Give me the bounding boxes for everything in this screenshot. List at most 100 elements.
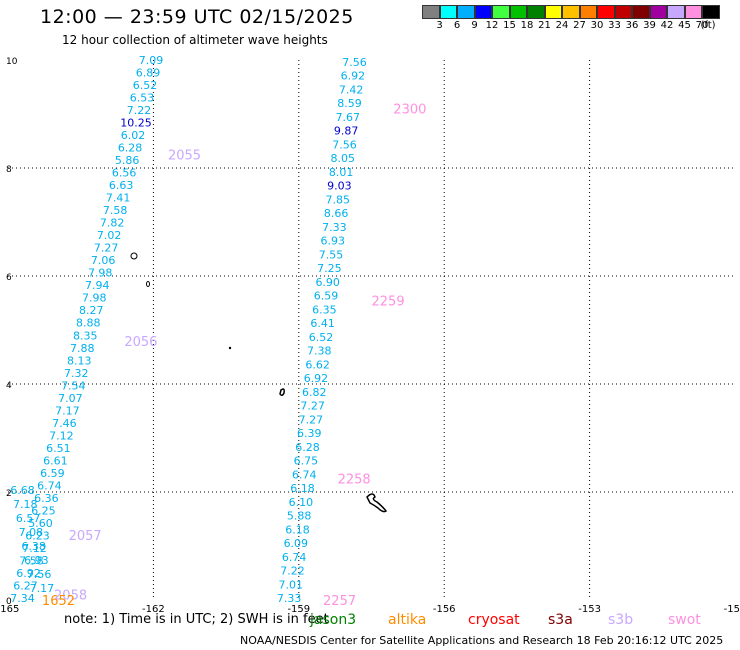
wave-height-label: 5.88 bbox=[287, 510, 312, 523]
wave-height-label: 6.36 bbox=[34, 492, 59, 505]
wave-height-label: 7.09 bbox=[139, 54, 164, 67]
x-tick-label: -156 bbox=[433, 604, 456, 615]
wave-height-label: 6.35 bbox=[312, 303, 337, 316]
wave-height-label: 7.58 bbox=[103, 204, 128, 217]
wave-height-label: 6.93 bbox=[320, 235, 345, 248]
wave-height-label: 6.59 bbox=[314, 290, 339, 303]
wave-height-label: 6.92 bbox=[304, 372, 329, 385]
wave-height-label: 7.98 bbox=[88, 267, 113, 280]
wave-height-label: 8.27 bbox=[79, 304, 104, 317]
wave-height-label: 6.92 bbox=[341, 70, 366, 83]
wave-height-label: 6.02 bbox=[121, 129, 146, 142]
page-title: 12:00 — 23:59 UTC 02/15/2025 bbox=[40, 6, 354, 28]
pass-time-label: 2257 bbox=[323, 594, 356, 609]
legend-swatch bbox=[422, 5, 440, 19]
island-outline bbox=[228, 346, 232, 350]
wave-height-label: 6.68 bbox=[10, 484, 35, 497]
wave-height-label: 6.23 bbox=[25, 529, 50, 542]
legend-swatch bbox=[614, 5, 632, 19]
wave-height-label: 6.27 bbox=[13, 579, 38, 592]
wave-height-label: 7.98 bbox=[82, 292, 107, 305]
wave-height-label: 6.93 bbox=[24, 554, 49, 567]
y-tick-label: 6 bbox=[6, 273, 12, 283]
wave-height-label: 7.17 bbox=[30, 582, 55, 595]
legend-label: 24 bbox=[555, 20, 569, 31]
wave-height-label: 7.17 bbox=[55, 404, 80, 417]
wave-height-label: 6.59 bbox=[40, 467, 65, 480]
wave-height-label: 8.01 bbox=[329, 166, 354, 179]
wave-height-label: 6.74 bbox=[282, 551, 307, 564]
pass-time-label: 1652 bbox=[42, 594, 75, 609]
wave-height-label: 6.92 bbox=[16, 567, 41, 580]
wave-height-label: 7.34 bbox=[10, 592, 35, 605]
wave-height-label: 9.03 bbox=[327, 180, 352, 193]
legend-label: 9 bbox=[471, 20, 478, 31]
wave-height-label: 6.56 bbox=[112, 167, 137, 180]
wave-height-label: 6.57 bbox=[16, 512, 41, 525]
legend-swatch bbox=[597, 5, 615, 19]
wave-height-label: 6.09 bbox=[284, 537, 309, 550]
wave-height-label: 6.25 bbox=[31, 504, 56, 517]
wave-height-label: 7.46 bbox=[52, 417, 77, 430]
wave-height-label: 7.67 bbox=[336, 111, 361, 124]
legend-swatch bbox=[632, 5, 650, 19]
wave-height-label: 6.82 bbox=[302, 386, 327, 399]
pass-time-label: 2056 bbox=[124, 335, 157, 350]
wave-height-label: 7.27 bbox=[300, 400, 325, 413]
legend-swatch bbox=[579, 5, 597, 19]
wave-height-label: 7.85 bbox=[326, 193, 351, 206]
wave-height-label: 6.28 bbox=[118, 142, 143, 155]
y-tick-label: 10 bbox=[6, 57, 18, 67]
x-tick-label: -153 bbox=[578, 604, 601, 615]
wave-height-label: 7.88 bbox=[70, 342, 95, 355]
y-tick-label: 2 bbox=[6, 489, 12, 499]
wave-height-label: 7.82 bbox=[100, 217, 125, 230]
wave-height-label: 7.58 bbox=[19, 554, 44, 567]
legend-label: 6 bbox=[453, 20, 461, 31]
legend-swatch bbox=[492, 5, 510, 19]
wave-height-label: 7.38 bbox=[307, 345, 332, 358]
wave-height-label: 7.22 bbox=[127, 104, 152, 117]
wave-height-label: 8.59 bbox=[337, 97, 362, 110]
satellite-legend-item: jason3 bbox=[310, 612, 357, 628]
pass-time-label: 2258 bbox=[338, 473, 371, 488]
wave-height-label: 6.38 bbox=[21, 540, 46, 553]
wave-height-label: 7.54 bbox=[61, 379, 86, 392]
wave-height-label: 5.60 bbox=[28, 517, 53, 530]
wave-height-label: 8.05 bbox=[331, 152, 356, 165]
legend-swatch bbox=[562, 5, 580, 19]
wave-height-label: 6.10 bbox=[289, 496, 314, 509]
wave-height-label: 6.89 bbox=[136, 67, 161, 80]
wave-height-label: 8.88 bbox=[76, 317, 101, 330]
wave-height-label: 7.56 bbox=[332, 138, 357, 151]
legend-label: 27 bbox=[573, 20, 586, 31]
wave-height-label: 6.53 bbox=[130, 92, 155, 105]
legend-labels: 3 6 9 12 15 18 21 24 27 30 33 36 39 42 45 70 (ft) bbox=[422, 19, 720, 33]
island-outline bbox=[146, 281, 150, 287]
legend-label: 30 bbox=[590, 20, 604, 31]
wave-height-label: 6.18 bbox=[285, 523, 310, 536]
satellite-legend-item: altika bbox=[388, 612, 427, 628]
wave-height-label: 7.94 bbox=[85, 279, 110, 292]
wave-height-label: 6.28 bbox=[295, 441, 320, 454]
wave-height-label: 7.27 bbox=[94, 242, 119, 255]
wave-height-label: 6.61 bbox=[43, 454, 68, 467]
legend-label: 3 bbox=[436, 20, 443, 31]
pass-time-label: 2259 bbox=[372, 294, 405, 309]
legend-label: 42 bbox=[660, 20, 674, 31]
satellite-legend-item: s3a bbox=[548, 612, 573, 628]
wave-height-label: 7.32 bbox=[64, 367, 89, 380]
wave-height-label: 7.41 bbox=[106, 192, 131, 205]
x-tick-label: -165 bbox=[0, 604, 19, 615]
wave-height-label: 7.01 bbox=[279, 578, 304, 591]
wave-height-label: 8.13 bbox=[67, 354, 92, 367]
wave-height-label: 6.74 bbox=[37, 479, 62, 492]
pass-time-label: 2300 bbox=[393, 103, 426, 118]
y-tick-label: 0 bbox=[6, 597, 12, 607]
y-tick-label: 8 bbox=[6, 165, 12, 175]
legend-swatch bbox=[509, 5, 527, 19]
footnote: note: 1) Time is in UTC; 2) SWH is in fe… bbox=[64, 612, 329, 627]
satellite-legend-item: cryosat bbox=[468, 612, 520, 628]
wave-height-label: 6.52 bbox=[309, 331, 334, 344]
wave-height-label: 6.51 bbox=[46, 442, 71, 455]
